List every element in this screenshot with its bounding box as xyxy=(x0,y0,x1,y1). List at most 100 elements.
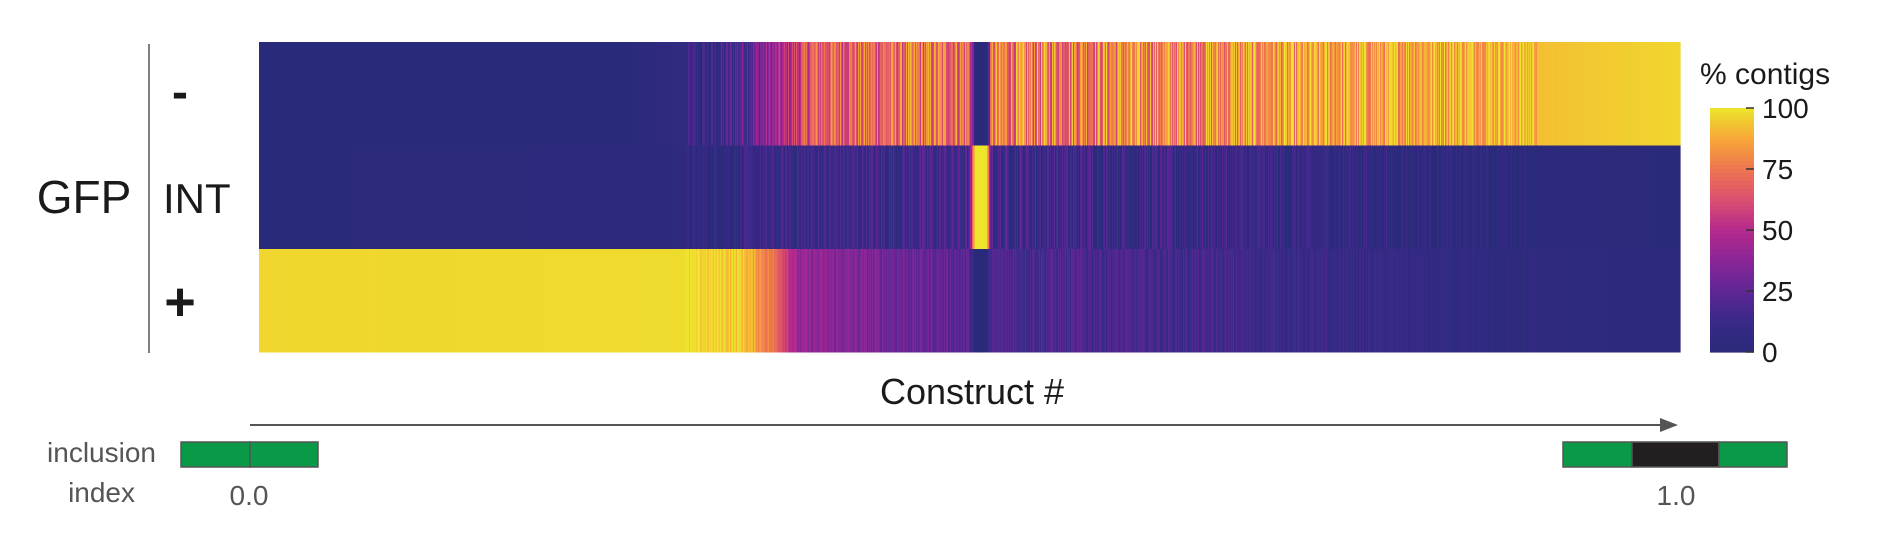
heatmap-cell xyxy=(1159,249,1161,353)
heatmap-cell xyxy=(1087,42,1089,146)
heatmap-cell xyxy=(374,249,376,353)
heatmap-cell xyxy=(893,249,895,353)
heatmap-cell xyxy=(1114,42,1116,146)
heatmap-cell xyxy=(661,42,663,146)
heatmap-cell xyxy=(261,249,263,353)
heatmap-cell xyxy=(829,42,831,146)
heatmap-cell xyxy=(923,145,925,249)
heatmap-cell xyxy=(1441,145,1443,249)
heatmap-cell xyxy=(581,249,583,353)
heatmap-cell xyxy=(1513,145,1515,249)
heatmap-cell xyxy=(1265,249,1267,353)
colorbar-segment xyxy=(1710,307,1754,312)
heatmap-cell xyxy=(1556,42,1558,146)
heatmap-cell xyxy=(598,42,600,146)
heatmap-cell xyxy=(458,249,460,353)
heatmap-cell xyxy=(882,145,884,249)
heatmap-cell xyxy=(426,42,428,146)
heatmap-cell xyxy=(1006,145,1008,249)
heatmap-cell xyxy=(1157,145,1159,249)
heatmap-cell xyxy=(387,42,389,146)
heatmap-cell xyxy=(1400,42,1402,146)
heatmap-cell xyxy=(1361,42,1363,146)
heatmap-cell xyxy=(1289,42,1291,146)
heatmap-cell xyxy=(613,42,615,146)
heatmap-cell xyxy=(1084,145,1086,249)
heatmap-cell xyxy=(533,42,535,146)
heatmap-cell xyxy=(590,42,592,146)
heatmap-cell xyxy=(832,249,834,353)
heatmap-cell xyxy=(1673,42,1675,146)
heatmap-cell xyxy=(1069,145,1071,249)
heatmap-cell xyxy=(849,42,851,146)
heatmap-cell xyxy=(351,145,353,249)
heatmap-cell xyxy=(1179,42,1181,146)
heatmap-cell xyxy=(1410,42,1412,146)
heatmap-cell xyxy=(1576,249,1578,353)
heatmap-cell xyxy=(816,145,818,249)
heatmap-cell xyxy=(420,42,422,146)
heatmap-cell xyxy=(792,249,794,353)
colorbar-segment xyxy=(1710,132,1754,138)
heatmap-cell xyxy=(449,145,451,249)
heatmap-cell xyxy=(1505,249,1507,353)
colorbar-segment xyxy=(1710,108,1754,113)
heatmap-cell xyxy=(1162,249,1164,353)
heatmap-cell xyxy=(1306,42,1308,146)
heatmap-cell xyxy=(1325,145,1327,249)
heatmap-cell xyxy=(970,145,972,249)
heatmap-cell xyxy=(296,42,298,146)
heatmap-cell xyxy=(741,42,743,146)
heatmap-cell xyxy=(621,42,623,146)
heatmap-cell xyxy=(330,249,332,353)
heatmap-cell xyxy=(686,42,688,146)
heatmap-cell xyxy=(1163,42,1165,146)
heatmap-cell xyxy=(1160,145,1162,249)
heatmap-cell xyxy=(474,42,476,146)
heatmap-cell xyxy=(812,249,814,353)
heatmap-cell xyxy=(994,42,996,146)
heatmap-cell xyxy=(1273,42,1275,146)
heatmap-cell xyxy=(833,145,835,249)
heatmap-cell xyxy=(370,145,372,249)
heatmap-cell xyxy=(389,249,391,353)
heatmap-cell xyxy=(433,249,435,353)
heatmap-cell xyxy=(1060,249,1062,353)
heatmap-cell xyxy=(1067,42,1069,146)
heatmap-cell xyxy=(1618,42,1620,146)
heatmap-cell xyxy=(918,145,920,249)
heatmap-cell xyxy=(317,42,319,146)
heatmap-cell xyxy=(1233,42,1235,146)
heatmap-cell xyxy=(463,145,465,249)
heatmap-cell xyxy=(1177,42,1179,146)
heatmap-cell xyxy=(1123,145,1125,249)
heatmap-cell xyxy=(835,145,837,249)
heatmap-cell xyxy=(429,249,431,353)
heatmap-cell xyxy=(1474,42,1476,146)
heatmap-cell xyxy=(1095,42,1097,146)
heatmap-cell xyxy=(682,249,684,353)
heatmap-cell xyxy=(1450,42,1452,146)
heatmap-cell xyxy=(612,249,614,353)
heatmap-cell xyxy=(1413,145,1415,249)
heatmap-cell xyxy=(1042,249,1044,353)
heatmap-cell xyxy=(626,42,628,146)
heatmap-cell xyxy=(631,42,633,146)
heatmap-cell xyxy=(1323,145,1325,249)
heatmap-cell xyxy=(567,249,569,353)
heatmap-cell xyxy=(1094,42,1096,146)
heatmap-cell xyxy=(757,249,759,353)
heatmap-cell xyxy=(649,249,651,353)
heatmap-cell xyxy=(414,145,416,249)
heatmap-cell xyxy=(1478,145,1480,249)
heatmap-cell xyxy=(1563,249,1565,353)
heatmap-cell xyxy=(564,145,566,249)
heatmap-cell xyxy=(1173,42,1175,146)
heatmap-cell xyxy=(1254,249,1256,353)
colorbar-title: % contigs xyxy=(1700,58,1830,91)
heatmap-cell xyxy=(403,249,405,353)
heatmap-cell xyxy=(769,145,771,249)
heatmap-cell xyxy=(1078,249,1080,353)
heatmap-cell xyxy=(1671,249,1673,353)
heatmap-cell xyxy=(943,145,945,249)
